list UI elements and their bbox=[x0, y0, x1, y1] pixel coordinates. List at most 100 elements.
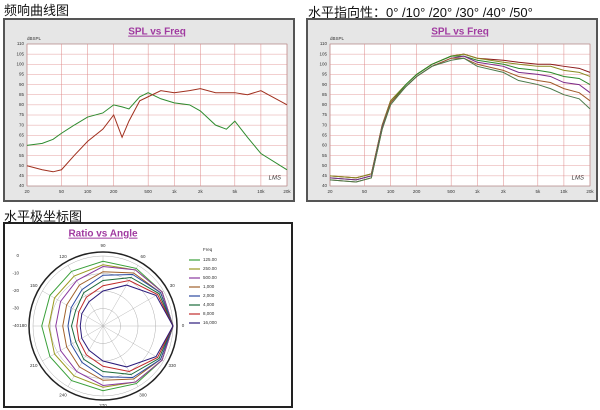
y-tick-label: 95 bbox=[322, 72, 328, 77]
section-heading: 水平指向性：0° /10° /20° /30° /40° /50° bbox=[308, 5, 533, 20]
section-heading: 频响曲线图 bbox=[4, 3, 70, 18]
series-line bbox=[329, 57, 591, 183]
legend-label: 125.00 bbox=[203, 257, 217, 262]
series-line bbox=[79, 284, 174, 368]
x-tick-label: 1k bbox=[172, 189, 178, 194]
series-line bbox=[26, 92, 288, 171]
x-tick-label: 50 bbox=[362, 189, 368, 194]
series-line bbox=[62, 271, 174, 381]
angle-label: 30 bbox=[170, 283, 176, 288]
legend-label: 4,000 bbox=[203, 302, 215, 307]
angle-label: 150 bbox=[30, 283, 38, 288]
section-heading: 水平极坐标图 bbox=[4, 209, 83, 224]
x-tick-label: 100 bbox=[387, 189, 395, 194]
x-tick-label: 500 bbox=[447, 189, 455, 194]
y-tick-label: 40 bbox=[322, 183, 328, 188]
y-tick-label: 45 bbox=[19, 173, 25, 178]
legend-label: 1,000 bbox=[203, 284, 215, 289]
y-tick-label: 80 bbox=[322, 102, 328, 107]
logo: LMS bbox=[572, 176, 584, 182]
y-tick-label: 45 bbox=[322, 173, 328, 178]
chart: SPL vs Freq dBSPL LMS 40 45 50 55 60 65 70 75 80 85 9… bbox=[3, 18, 295, 202]
grid-spoke bbox=[67, 265, 104, 327]
x-tick-label: 20k bbox=[283, 189, 291, 194]
y-tick-label: 90 bbox=[322, 82, 328, 87]
x-tick-label: 100 bbox=[84, 189, 92, 194]
series-line bbox=[76, 280, 174, 372]
chart-title: SPL vs Freq bbox=[431, 27, 489, 38]
x-tick-label: 5k bbox=[232, 189, 238, 194]
grid-spoke bbox=[102, 325, 139, 387]
y-tick-label: 40 bbox=[19, 183, 25, 188]
r-tick-label: -20 bbox=[12, 288, 19, 293]
r-tick-label: -30 bbox=[12, 306, 19, 311]
angle-label: 60 bbox=[140, 254, 146, 259]
y-tick-label: 75 bbox=[19, 112, 25, 117]
grid-spoke bbox=[102, 265, 139, 327]
y-tick-label: 50 bbox=[322, 163, 328, 168]
series-line bbox=[41, 260, 174, 392]
x-tick-label: 200 bbox=[413, 189, 421, 194]
grid-spoke bbox=[42, 325, 104, 362]
y-tick-label: 50 bbox=[19, 163, 25, 168]
angle-label: 240 bbox=[59, 392, 67, 397]
x-tick-label: 10k bbox=[560, 189, 568, 194]
y-tick-label: 55 bbox=[19, 153, 25, 158]
y-tick-label: 70 bbox=[19, 122, 25, 127]
y-axis-label: dBSPL bbox=[330, 36, 345, 41]
grid-spoke bbox=[102, 325, 164, 362]
y-tick-label: 110 bbox=[320, 41, 328, 46]
y-tick-label: 60 bbox=[322, 143, 328, 148]
x-tick-label: 20k bbox=[586, 189, 594, 194]
x-tick-label: 20 bbox=[24, 189, 30, 194]
chart: SPL vs Freq dBSPL LMS 40 45 50 55 60 65 70 75 80 85 9… bbox=[306, 18, 598, 202]
y-tick-label: 90 bbox=[19, 82, 25, 87]
angle-label: 0 bbox=[182, 323, 185, 328]
x-tick-label: 500 bbox=[144, 189, 152, 194]
r-tick-label: 0 bbox=[16, 253, 19, 258]
y-tick-label: 60 bbox=[19, 143, 25, 148]
y-tick-label: 105 bbox=[319, 51, 327, 56]
series-line bbox=[70, 276, 174, 376]
series-line bbox=[55, 265, 174, 387]
grid-spoke bbox=[67, 325, 104, 387]
x-tick-label: 50 bbox=[59, 189, 65, 194]
y-tick-label: 80 bbox=[19, 102, 25, 107]
angle-label: 120 bbox=[59, 254, 67, 259]
chart-title: Ratio vs Angle bbox=[68, 229, 138, 240]
x-tick-label: 5k bbox=[535, 189, 541, 194]
y-tick-label: 75 bbox=[322, 112, 328, 117]
legend-label: 16,000 bbox=[203, 320, 217, 325]
legend-label: 2,000 bbox=[203, 293, 215, 298]
y-tick-label: 110 bbox=[17, 41, 25, 46]
angle-label: 300 bbox=[139, 392, 147, 397]
chart: Ratio vs Angle 0 -10 -20 -30 -40 0 30 60 90 120 150… bbox=[3, 222, 293, 408]
y-tick-label: 95 bbox=[19, 72, 25, 77]
y-tick-label: 65 bbox=[19, 132, 25, 137]
y-tick-label: 85 bbox=[322, 92, 328, 97]
y-tick-label: 85 bbox=[19, 92, 25, 97]
y-tick-label: 65 bbox=[322, 132, 328, 137]
y-tick-label: 55 bbox=[322, 153, 328, 158]
x-tick-label: 2k bbox=[198, 189, 204, 194]
angle-label: 90 bbox=[100, 243, 106, 248]
logo: LMS bbox=[269, 176, 281, 182]
angle-label: 270 bbox=[99, 403, 107, 408]
legend-label: 250.00 bbox=[203, 266, 217, 271]
angle-label: 180 bbox=[19, 323, 27, 328]
y-axis-label: dBSPL bbox=[27, 36, 42, 41]
r-tick-label: -10 bbox=[12, 271, 19, 276]
polar-outline bbox=[28, 251, 178, 401]
x-tick-label: 1k bbox=[475, 189, 481, 194]
x-tick-label: 200 bbox=[110, 189, 118, 194]
legend-title: Freq bbox=[203, 247, 213, 252]
series-line bbox=[67, 273, 174, 379]
x-tick-label: 20 bbox=[327, 189, 333, 194]
legend-label: 8,000 bbox=[203, 311, 215, 316]
y-tick-label: 105 bbox=[16, 51, 24, 56]
y-tick-label: 100 bbox=[319, 61, 327, 66]
angle-label: 330 bbox=[169, 363, 177, 368]
x-tick-label: 2k bbox=[501, 189, 507, 194]
frame bbox=[3, 222, 293, 408]
